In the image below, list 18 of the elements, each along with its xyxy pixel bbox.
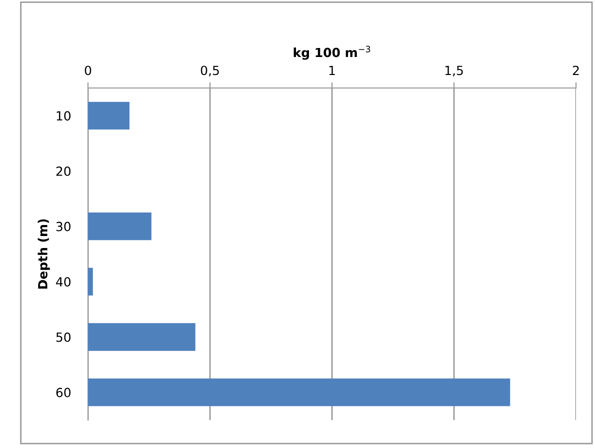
x-tick-label: 2 bbox=[572, 66, 579, 75]
y-tick-label: 50 bbox=[56, 332, 71, 342]
y-tick-label: 40 bbox=[56, 277, 71, 287]
y-tick-label: 60 bbox=[56, 388, 71, 398]
y-axis-title: Depth (m) bbox=[38, 219, 50, 289]
bar bbox=[88, 378, 510, 406]
x-tick-label: 0 bbox=[84, 66, 92, 76]
bar bbox=[88, 102, 130, 130]
bar bbox=[88, 323, 196, 351]
x-tick-label: 0,5 bbox=[200, 66, 219, 76]
bar bbox=[88, 212, 152, 240]
x-axis-title: kg 100 m$^{−3}$ bbox=[294, 46, 370, 60]
bar bbox=[88, 268, 93, 296]
x-tick-label: 1,5 bbox=[445, 66, 463, 76]
y-tick-label: 10 bbox=[56, 111, 71, 121]
x-tick-label: 1 bbox=[329, 66, 335, 75]
y-tick-label: 30 bbox=[56, 222, 71, 232]
y-tick-label: 20 bbox=[56, 166, 71, 176]
